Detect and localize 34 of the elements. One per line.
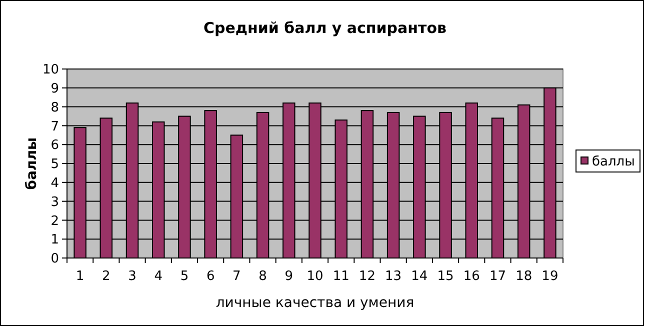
y-tick-label: 3 [50,194,59,210]
x-tick-label: 17 [489,269,506,284]
x-tick-label: 14 [411,269,428,284]
y-tick-label: 1 [50,232,59,248]
x-axis-title: личные качества и умения [216,295,414,311]
y-tick-label: 10 [42,62,59,78]
y-tick-label: 0 [50,252,59,267]
x-tick-label: 10 [306,269,324,284]
x-tick-label: 7 [232,269,241,284]
x-tick-label: 13 [385,269,402,284]
x-tick-label: 1 [76,269,84,284]
y-axis-title: баллы [24,137,40,190]
x-tick-label: 18 [516,269,532,284]
x-tick-label: 16 [463,269,480,284]
y-tick-label: 4 [50,176,59,191]
x-tick-label: 2 [102,269,110,284]
y-tick-label: 6 [50,138,59,154]
y-tick-label: 5 [50,157,59,172]
x-tick-label: 6 [206,269,215,284]
y-tick-label: 7 [50,119,59,134]
x-tick-label: 8 [258,269,267,284]
x-tick-label: 11 [332,269,350,284]
y-tick-label: 9 [50,81,59,96]
x-tick-label: 15 [437,269,454,284]
x-tick-label: 9 [284,269,294,284]
x-tick-label: 4 [154,269,163,284]
chart-title: Средний балл у аспирантов [203,19,447,37]
x-tick-label: 19 [542,269,558,284]
x-tick-label: 3 [128,269,136,284]
x-tick-label: 5 [180,269,189,284]
y-tick-label: 8 [50,100,59,116]
legend-label: баллы [592,154,635,170]
x-tick-label: 12 [358,269,376,284]
y-tick-label: 2 [50,214,59,229]
